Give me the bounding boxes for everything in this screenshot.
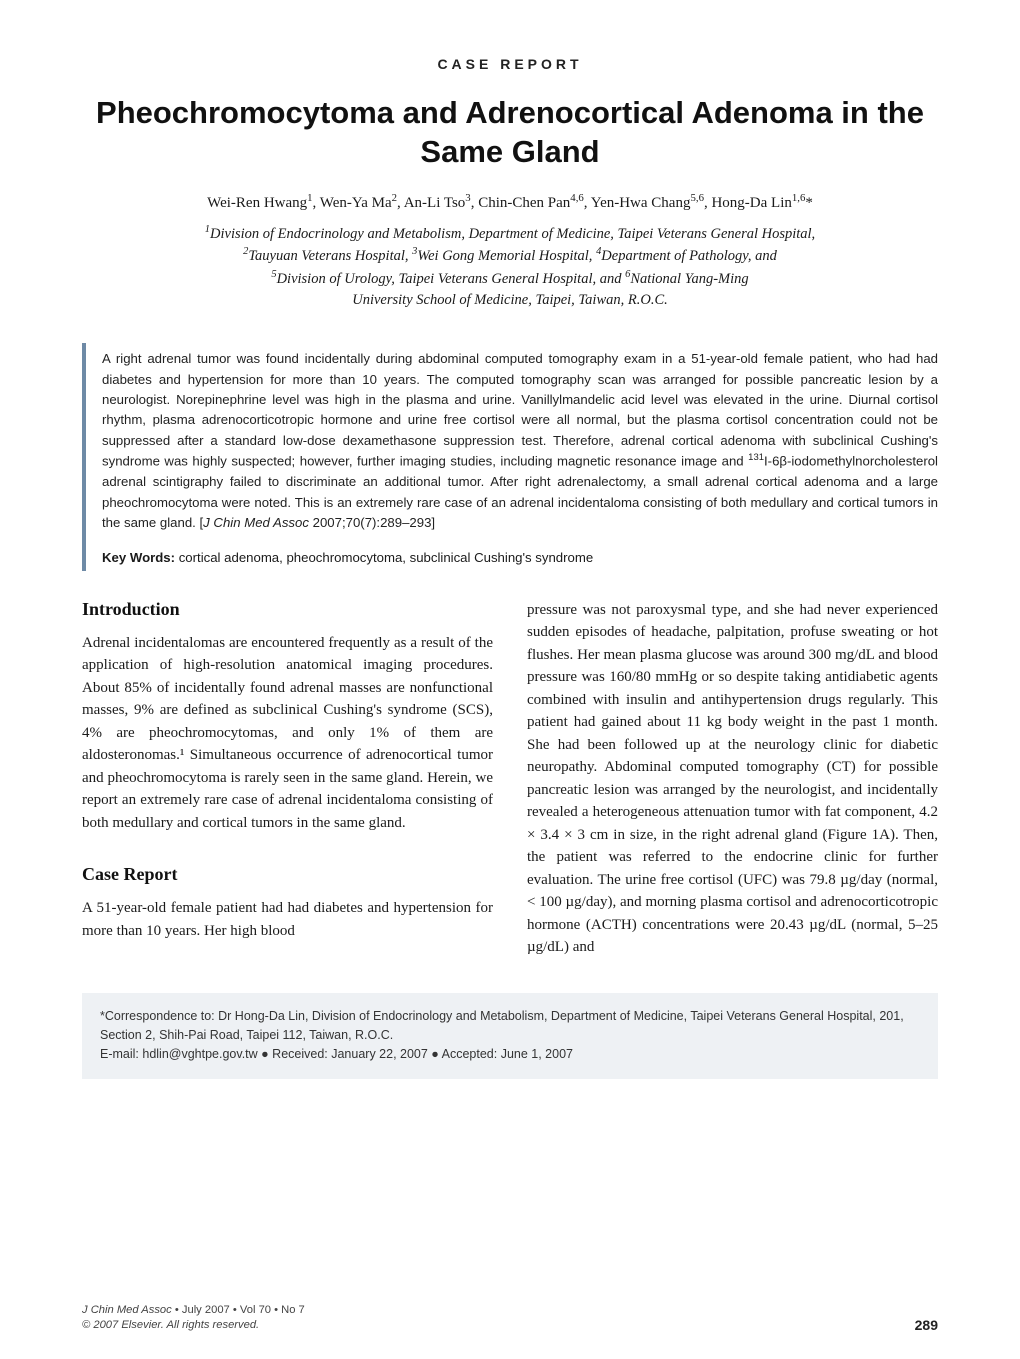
correspondence-block: *Correspondence to: Dr Hong-Da Lin, Divi…: [82, 993, 938, 1079]
heading-introduction: Introduction: [82, 599, 493, 620]
case-report-paragraph-right: pressure was not paroxysmal type, and sh…: [527, 599, 938, 959]
footer-journal-abbrev: J Chin Med Assoc: [82, 1304, 172, 1316]
footer-issue-line: • July 2007 • Vol 70 • No 7: [172, 1304, 305, 1316]
article-title: Pheochromocytoma and Adrenocortical Aden…: [82, 94, 938, 172]
keywords-line: Key Words: cortical adenoma, pheochromoc…: [102, 550, 938, 565]
case-report-label: CASE REPORT: [82, 56, 938, 72]
right-column: pressure was not paroxysmal type, and sh…: [527, 599, 938, 959]
footer-page-number: 289: [915, 1317, 938, 1333]
left-column: Introduction Adrenal incidentalomas are …: [82, 599, 493, 959]
case-report-paragraph-left: A 51-year-old female patient had had dia…: [82, 897, 493, 942]
intro-paragraph: Adrenal incidentalomas are encountered f…: [82, 632, 493, 835]
section-introduction: Introduction Adrenal incidentalomas are …: [82, 599, 493, 835]
correspondence-line-1: *Correspondence to: Dr Hong-Da Lin, Divi…: [100, 1007, 920, 1046]
heading-case-report: Case Report: [82, 864, 493, 885]
footer-copyright: © 2007 Elsevier. All rights reserved.: [82, 1318, 305, 1333]
page-footer: J Chin Med Assoc • July 2007 • Vol 70 • …: [82, 1303, 938, 1333]
abstract-block: A right adrenal tumor was found incident…: [82, 343, 938, 570]
authors-line: Wei-Ren Hwang1, Wen-Ya Ma2, An-Li Tso3, …: [82, 192, 938, 212]
abstract-text: A right adrenal tumor was found incident…: [102, 349, 938, 533]
keywords-label: Key Words:: [102, 550, 175, 565]
correspondence-line-2: E-mail: hdlin@vghtpe.gov.tw ● Received: …: [100, 1045, 920, 1064]
section-case-report: Case Report A 51-year-old female patient…: [82, 864, 493, 942]
two-column-body: Introduction Adrenal incidentalomas are …: [82, 599, 938, 959]
footer-left: J Chin Med Assoc • July 2007 • Vol 70 • …: [82, 1303, 305, 1333]
keywords-text: cortical adenoma, pheochromocytoma, subc…: [175, 550, 593, 565]
affiliations: 1Division of Endocrinology and Metabolis…: [82, 222, 938, 312]
